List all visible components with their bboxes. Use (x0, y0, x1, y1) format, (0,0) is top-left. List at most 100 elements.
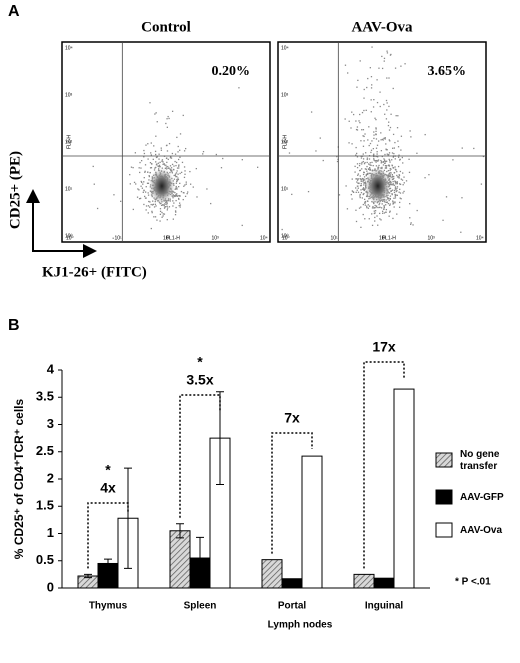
event-dot (129, 183, 131, 185)
channel-label: FL1-H (166, 235, 180, 241)
event-dot (409, 203, 411, 205)
event-dot (150, 167, 153, 169)
event-dot (161, 160, 163, 162)
event-dot (356, 178, 358, 180)
event-dot (355, 152, 358, 155)
event-dot (150, 227, 152, 230)
event-dot (385, 143, 387, 145)
y-tick-label: 0.5 (36, 552, 54, 567)
event-dot (373, 202, 375, 205)
plot-frame (277, 41, 487, 243)
event-dot (378, 212, 381, 215)
event-dot (370, 151, 372, 154)
event-dot (307, 190, 310, 193)
legend-entry: No gene transfer (460, 449, 499, 472)
event-dot (382, 160, 385, 163)
event-dot (412, 224, 414, 226)
event-dot (374, 160, 376, 162)
event-dot (178, 167, 180, 169)
channel-label: FL2-H (66, 135, 72, 149)
event-dot (399, 201, 401, 204)
event-dot (140, 167, 142, 169)
event-dot (356, 156, 359, 158)
event-dot (396, 127, 399, 129)
event-dot (385, 118, 388, 120)
event-dot (96, 207, 99, 210)
event-dot (139, 171, 141, 174)
event-dot (392, 87, 394, 90)
event-dot (177, 173, 179, 175)
event-dot (356, 129, 359, 131)
event-dot (392, 180, 394, 183)
event-dot (168, 206, 171, 208)
event-dot (376, 153, 378, 155)
event-dot (388, 121, 390, 123)
x-tick-label: Portal (278, 601, 307, 612)
error-bar (104, 558, 112, 569)
event-dot (363, 97, 365, 99)
event-dot (370, 164, 372, 167)
event-dot (390, 190, 392, 192)
event-dot (369, 166, 371, 169)
event-dot (176, 188, 178, 190)
event-dot (403, 176, 405, 178)
event-dot (355, 209, 357, 211)
axis-decade: 10⁴ (476, 235, 484, 241)
event-dot (178, 202, 181, 204)
axis-decade: 10⁴ (260, 235, 268, 241)
event-dot (408, 171, 411, 174)
event-dot (172, 218, 174, 220)
event-dot (241, 224, 243, 227)
bar (281, 578, 303, 589)
event-dot (400, 149, 402, 151)
event-dot (391, 152, 394, 154)
event-dot (394, 187, 397, 189)
event-dot (393, 191, 396, 194)
event-dot (404, 63, 406, 65)
event-dot (152, 203, 155, 206)
event-dot (183, 185, 185, 187)
event-dot (359, 121, 361, 124)
event-dot (159, 208, 162, 210)
event-dot (153, 169, 156, 171)
event-dot (176, 180, 178, 183)
event-dot (380, 219, 382, 221)
event-dot (362, 153, 364, 155)
event-dot (368, 163, 370, 165)
event-dot (172, 200, 174, 202)
event-dot (143, 203, 145, 206)
event-dot (395, 190, 397, 193)
axis-decade: 10¹ (115, 235, 123, 241)
x-tick-label: Spleen (184, 601, 217, 612)
event-dot (372, 106, 375, 108)
event-dot (163, 213, 166, 215)
event-dot (155, 135, 157, 137)
event-dot (369, 168, 371, 170)
y-tick-label: 1 (47, 525, 54, 540)
event-dot (155, 166, 157, 169)
y-axis-label: CD25+ (PE) (7, 151, 23, 229)
event-dot (386, 153, 388, 155)
event-dot (169, 165, 172, 167)
event-dot (132, 166, 134, 169)
event-dot (373, 134, 375, 136)
event-dot (374, 216, 376, 219)
event-dot (346, 208, 349, 210)
event-dot (173, 174, 175, 177)
event-dot (402, 192, 404, 194)
event-dot (399, 170, 402, 173)
event-dot (384, 138, 386, 140)
event-dot (369, 67, 371, 69)
event-dot (396, 194, 398, 196)
event-dot (388, 152, 391, 154)
event-dot (164, 167, 167, 170)
event-dot (210, 202, 212, 205)
event-dot (175, 164, 177, 167)
event-dot (171, 172, 174, 174)
event-dot (175, 187, 177, 189)
event-dot (383, 169, 386, 172)
event-dot (187, 191, 189, 193)
event-dot (375, 118, 377, 121)
event-dot (442, 219, 444, 221)
axis-decade: 10⁰ (281, 233, 289, 239)
